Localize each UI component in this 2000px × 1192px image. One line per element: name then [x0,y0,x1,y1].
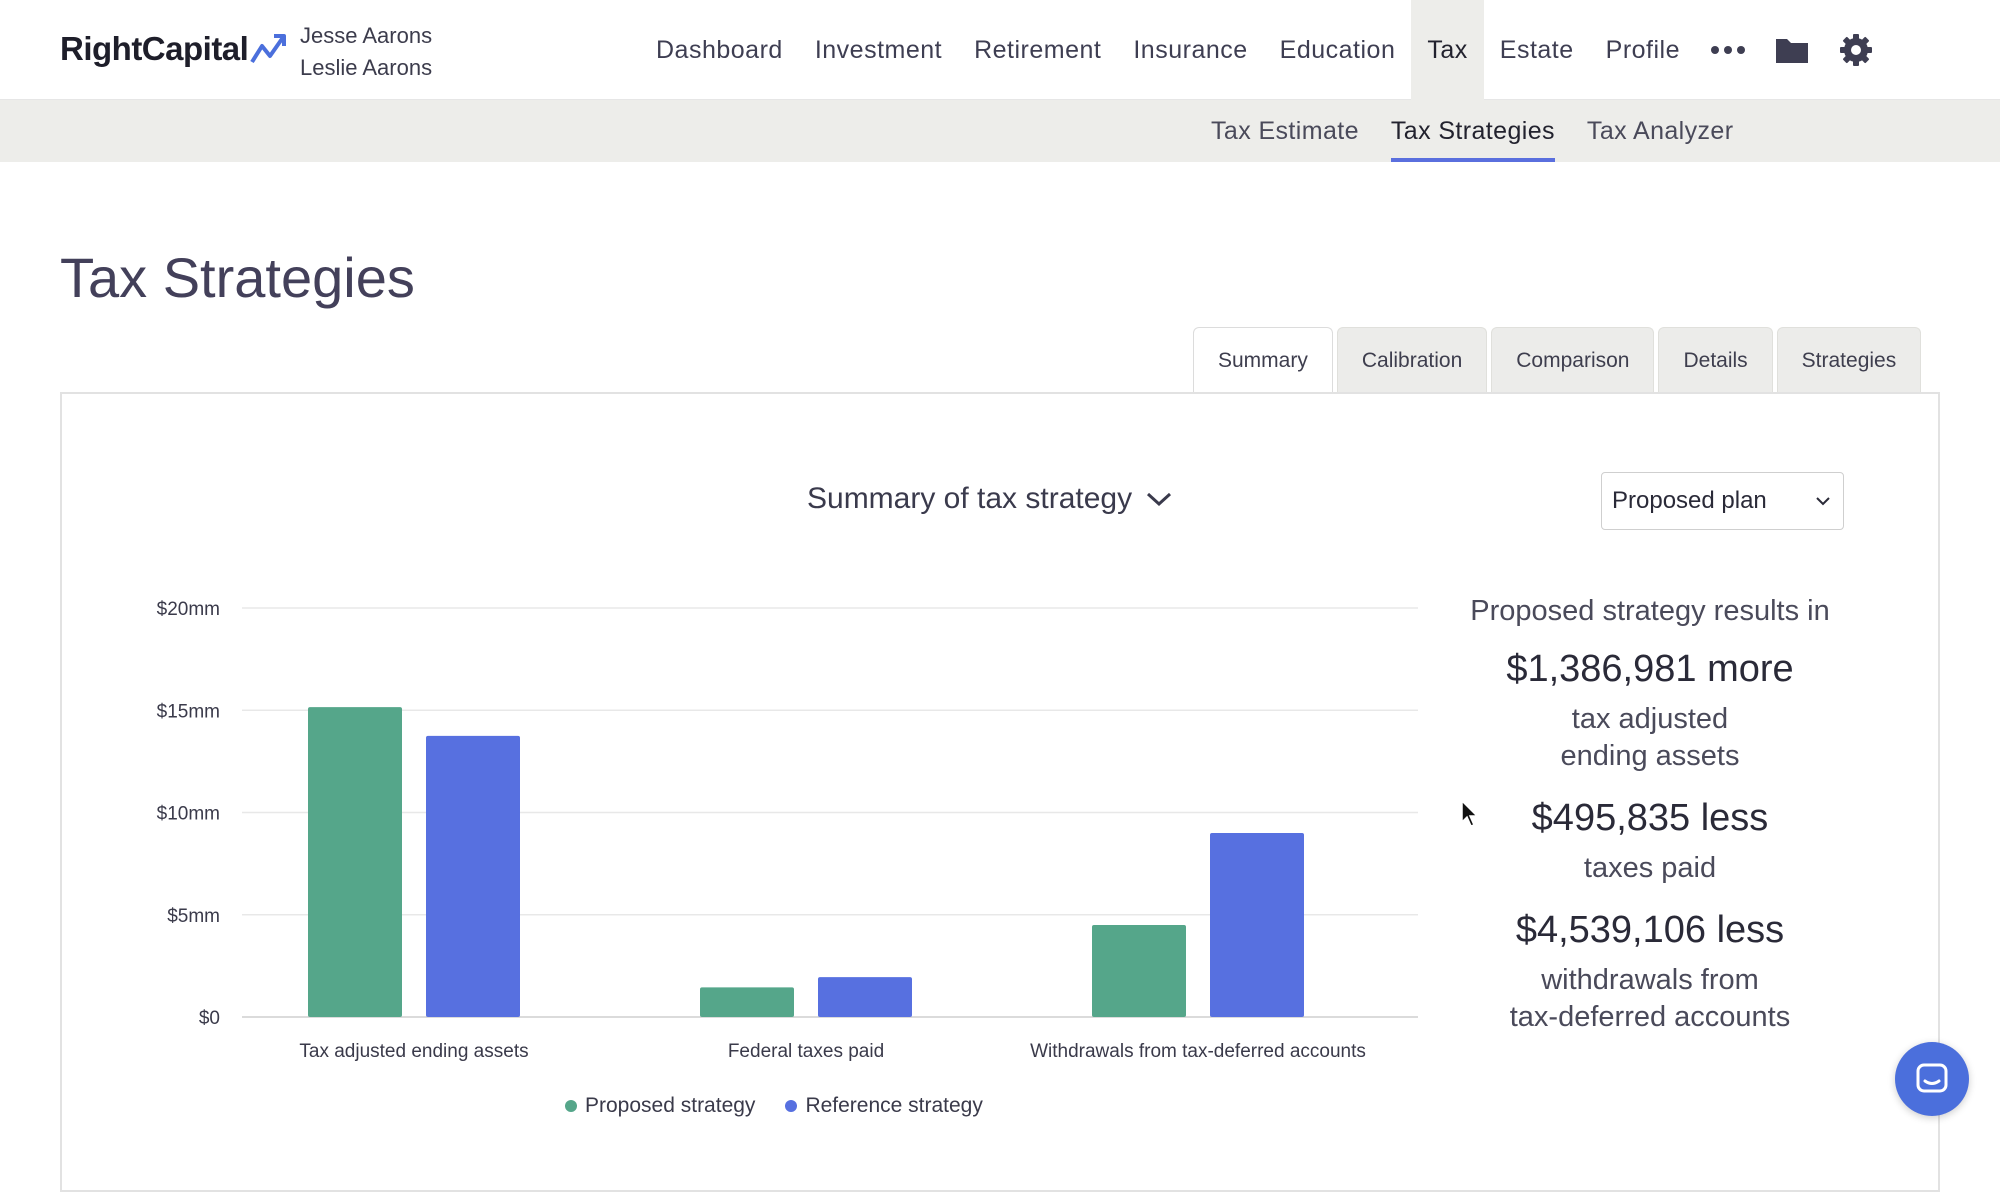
page-title: Tax Strategies [60,246,415,309]
result-taxes-value: $495,835 less [1531,797,1769,839]
results-heading: Proposed strategy results in [1470,595,1830,627]
chart-legend: Proposed strategy Reference strategy [565,1094,983,1118]
client-names[interactable]: Jesse Aarons Leslie Aarons [300,20,432,84]
result-assets-desc-line2: ending assets [1560,740,1740,772]
sub-navbar: Tax Estimate Tax Strategies Tax Analyzer [0,100,2000,162]
nav-retirement[interactable]: Retirement [974,35,1102,64]
tab-details[interactable]: Details [1658,327,1773,393]
result-withdrawals: $4,539,106 less withdrawals from tax-def… [1440,909,1860,1036]
subnav-tax-analyzer[interactable]: Tax Analyzer [1586,116,1734,145]
chat-icon [1916,1063,1948,1093]
legend-label-reference: Reference strategy [805,1094,983,1117]
y-tick-label: $15mm [157,701,220,722]
x-tick-label: Withdrawals from tax-deferred accounts [1030,1041,1366,1062]
chevron-down-icon [1147,492,1172,507]
bar-reference-strategy [818,977,912,1017]
bar-reference-strategy [1210,832,1304,1017]
tab-strategies[interactable]: Strategies [1776,327,1922,393]
chart-title: Summary of tax strategy [807,482,1133,515]
rightcapital-logo[interactable]: RightCapital [60,30,290,68]
result-withdrawals-desc: withdrawals from tax-deferred accounts [1440,962,1860,1036]
result-assets: $1,386,981 more tax adjusted ending asse… [1440,648,1860,775]
client-name-1: Jesse Aarons [300,23,433,48]
subnav-tax-estimate[interactable]: Tax Estimate [1211,116,1359,145]
tab-calibration[interactable]: Calibration [1336,327,1488,393]
nav-estate[interactable]: Estate [1499,35,1574,64]
client-name-2: Leslie Aarons [300,55,433,80]
tab-summary[interactable]: Summary [1193,327,1333,394]
tab-comparison[interactable]: Comparison [1491,327,1655,393]
bar-proposed-strategy [700,987,794,1017]
results-panel: Proposed strategy results in $1,386,981 … [1440,595,1860,1058]
plan-select[interactable]: Proposed plan [1601,472,1844,530]
nav-investment[interactable]: Investment [814,35,943,64]
legend-label-proposed: Proposed strategy [585,1094,756,1117]
bar-proposed-strategy [1092,924,1186,1017]
subnav-tax-strategies[interactable]: Tax Strategies [1375,100,1571,162]
folder-icon[interactable] [1760,0,1824,100]
logo-arrow-icon [250,34,287,64]
result-assets-desc-line1: tax adjusted [1571,703,1729,735]
nav-insurance[interactable]: Insurance [1133,35,1248,64]
nav-dashboard[interactable]: Dashboard [656,35,783,64]
main-nav: Dashboard Investment Retirement Insuranc… [640,0,1888,100]
bar-proposed-strategy [308,707,402,1017]
result-withdrawals-desc-line1: withdrawals from [1541,964,1759,996]
gear-icon[interactable] [1824,0,1888,100]
y-tick-label: $20mm [157,599,220,620]
result-assets-value: $1,386,981 more [1506,648,1794,690]
legend-dot-proposed [565,1100,577,1112]
nav-tax[interactable]: Tax [1411,0,1484,100]
mouse-cursor-icon [1461,800,1479,827]
top-navbar: RightCapital Jesse Aarons Leslie Aarons … [0,0,2000,100]
legend-item-proposed[interactable]: Proposed strategy [565,1094,755,1118]
tax-strategy-bar-chart: $0 $5mm $10mm $15mm $20mm Tax adjusted ending… [157,599,1418,1062]
nav-education[interactable]: Education [1279,35,1396,64]
x-tick-label: Tax adjusted ending assets [299,1041,528,1062]
plan-select-value: Proposed plan [1612,487,1767,514]
chat-button[interactable] [1895,1042,1969,1116]
y-tick-label: $5mm [167,906,220,927]
x-tick-label: Federal taxes paid [728,1041,884,1062]
chevron-down-icon [1816,497,1830,506]
y-tick-label: $0 [199,1008,220,1029]
legend-item-reference[interactable]: Reference strategy [785,1094,983,1118]
result-assets-desc: tax adjusted ending assets [1440,701,1860,775]
chart-title-dropdown[interactable]: Summary of tax strategy [807,482,1172,516]
bar-reference-strategy [426,735,520,1017]
result-withdrawals-value: $4,539,106 less [1515,909,1785,951]
tax-subnav: Tax Estimate Tax Strategies Tax Analyzer [1195,100,1749,162]
result-taxes: $495,835 less taxes paid [1440,797,1860,887]
result-taxes-desc: taxes paid [1583,852,1717,884]
content-tabs: Summary Calibration Comparison Details S… [1193,327,1922,394]
legend-dot-reference [785,1100,798,1112]
logo-text: RightCapital [60,30,249,67]
y-tick-label: $10mm [157,804,220,825]
nav-profile[interactable]: Profile [1605,35,1681,64]
result-withdrawals-desc-line2: tax-deferred accounts [1509,1001,1791,1033]
more-icon[interactable] [1696,0,1760,100]
